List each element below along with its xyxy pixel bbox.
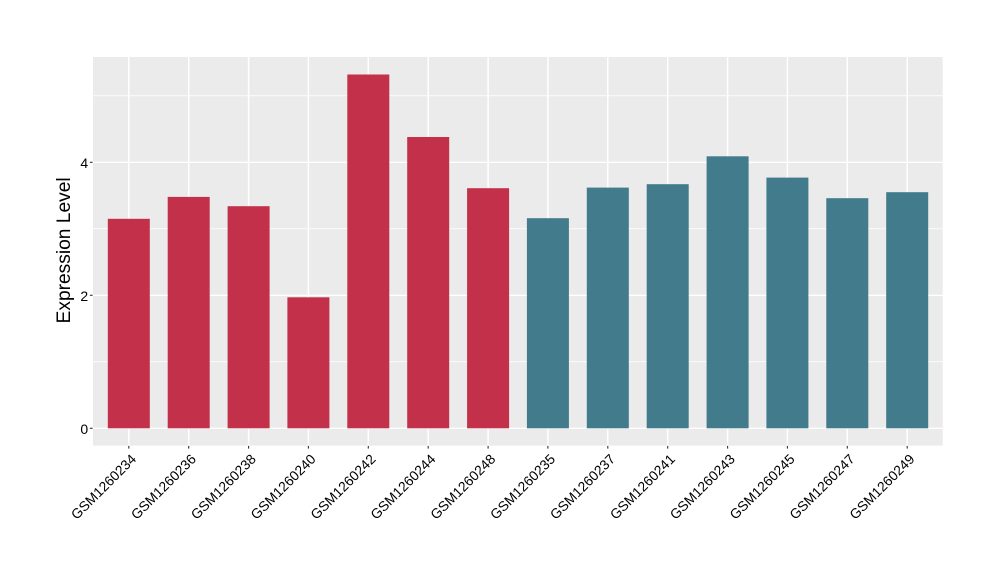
svg-text:0: 0	[80, 421, 88, 437]
svg-text:4: 4	[80, 155, 88, 171]
svg-text:2: 2	[80, 288, 88, 304]
svg-text:Expression Level: Expression Level	[54, 177, 75, 323]
